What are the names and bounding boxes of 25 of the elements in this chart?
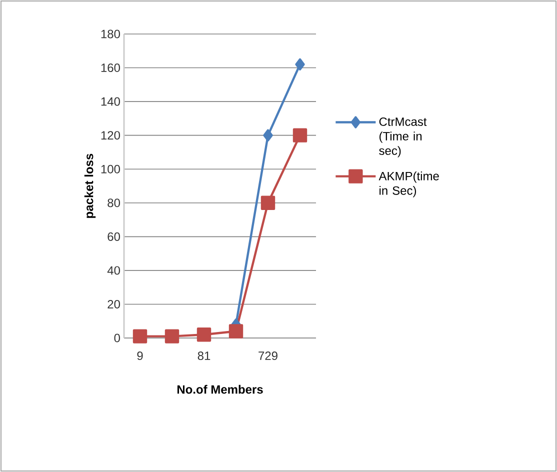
point — [260, 196, 276, 210]
x-axis-title: No.of Members — [177, 384, 263, 394]
y-tick-label: 100 — [101, 164, 120, 174]
y-axis-title: packet loss — [84, 154, 96, 218]
point — [295, 58, 305, 70]
y-tick-label: 80 — [108, 198, 120, 208]
legend-label: AKMP(time in Sec) — [378, 172, 439, 198]
x-tick-label: 9 — [137, 352, 143, 360]
point — [228, 324, 244, 338]
point — [263, 129, 273, 142]
y-tick-label: 20 — [108, 300, 120, 308]
point — [292, 128, 308, 142]
y-tick-label: 120 — [101, 131, 120, 140]
y-tick-label: 0 — [114, 334, 120, 342]
y-tick-label: 40 — [107, 266, 120, 275]
point — [164, 329, 180, 344]
y-tick-label: 180 — [101, 30, 120, 38]
y-tick-label: 60 — [108, 232, 120, 241]
y-tick-label: 160 — [101, 64, 120, 72]
point — [196, 328, 212, 342]
x-tick-label: 729 — [258, 352, 278, 360]
point — [132, 329, 148, 344]
legend-label: CtrMcast (Time in sec) — [379, 117, 427, 158]
x-tick-label: 81 — [198, 352, 210, 360]
y-tick-label: 140 — [101, 97, 120, 106]
